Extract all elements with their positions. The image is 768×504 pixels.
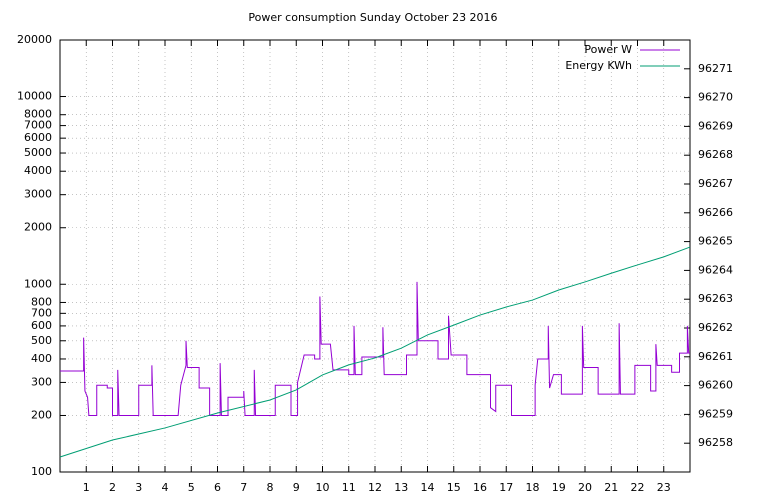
x-tick-label: 19 (552, 481, 566, 494)
x-tick-label: 15 (447, 481, 461, 494)
x-tick-label: 6 (214, 481, 221, 494)
y2-tick-label: 96267 (698, 177, 733, 190)
x-tick-label: 18 (526, 481, 540, 494)
y-tick-label: 4000 (24, 164, 52, 177)
plot-frame (59, 39, 691, 473)
legend-label: Energy KWh (565, 59, 632, 72)
y2-tick-label: 96268 (698, 148, 733, 161)
x-tick-label: 4 (162, 481, 169, 494)
x-tick-label: 14 (421, 481, 435, 494)
x-tick-label: 17 (499, 481, 513, 494)
x-tick-label: 20 (578, 481, 592, 494)
series-line (59, 246, 691, 458)
y-tick-label: 1000 (24, 277, 52, 290)
y-tick-label: 7000 (24, 119, 52, 132)
x-tick-label: 9 (293, 481, 300, 494)
x-tick-label: 8 (267, 481, 274, 494)
x-tick-label: 16 (473, 481, 487, 494)
y-tick-label: 10000 (17, 90, 52, 103)
y2-tick-label: 96260 (698, 379, 733, 392)
y-tick-label: 8000 (24, 108, 52, 121)
y2-tick-label: 96263 (698, 292, 733, 305)
legend-label: Power W (584, 43, 632, 56)
x-tick-label: 23 (657, 481, 671, 494)
y2-tick-label: 96269 (698, 119, 733, 132)
y-tick-label: 20000 (17, 33, 52, 46)
x-tick-label: 12 (368, 481, 382, 494)
y-tick-label: 6000 (24, 131, 52, 144)
y-tick-label: 3000 (24, 188, 52, 201)
y-tick-label: 200 (31, 408, 52, 421)
x-tick-label: 5 (188, 481, 195, 494)
y2-tick-label: 96270 (698, 91, 733, 104)
y2-tick-label: 96271 (698, 62, 733, 75)
y2-tick-label: 96258 (698, 436, 733, 449)
y-tick-label: 2000 (24, 221, 52, 234)
y-tick-label: 800 (31, 295, 52, 308)
y-tick-label: 100 (31, 465, 52, 478)
x-tick-label: 21 (604, 481, 618, 494)
x-tick-label: 11 (342, 481, 356, 494)
y-tick-label: 300 (31, 375, 52, 388)
x-tick-label: 13 (394, 481, 408, 494)
chart-title: Power consumption Sunday October 23 2016 (248, 11, 497, 24)
y2-tick-label: 96261 (698, 350, 733, 363)
y-tick-label: 5000 (24, 146, 52, 159)
y-tick-label: 400 (31, 352, 52, 365)
y2-tick-label: 96264 (698, 263, 733, 276)
y-tick-label: 500 (31, 334, 52, 347)
y-tick-label: 600 (31, 319, 52, 332)
y2-tick-label: 96262 (698, 321, 733, 334)
x-tick-label: 22 (631, 481, 645, 494)
x-tick-label: 1 (83, 481, 90, 494)
x-tick-label: 7 (240, 481, 247, 494)
series-line (60, 281, 690, 416)
y2-tick-label: 96259 (698, 407, 733, 420)
y2-tick-label: 96266 (698, 206, 733, 219)
x-tick-label: 10 (316, 481, 330, 494)
x-tick-label: 3 (135, 481, 142, 494)
y2-tick-label: 96265 (698, 235, 733, 248)
x-tick-label: 2 (109, 481, 116, 494)
y-tick-label: 700 (31, 306, 52, 319)
